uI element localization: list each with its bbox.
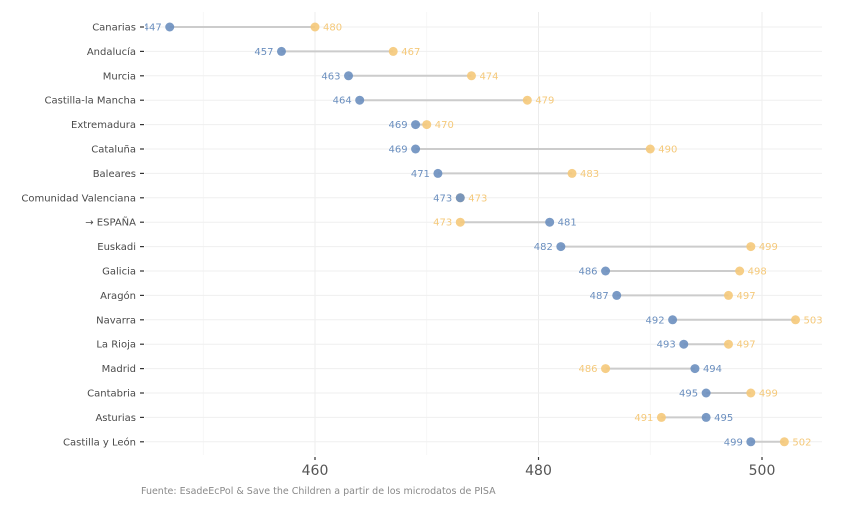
point-orange <box>723 339 733 349</box>
point-blue <box>344 71 354 81</box>
value-label-orange: 499 <box>759 242 778 253</box>
point-orange <box>310 22 320 32</box>
x-tick-label: 500 <box>749 463 776 479</box>
value-label-blue: 457 <box>254 47 273 58</box>
value-label-blue: 482 <box>534 242 553 253</box>
x-tick-label: 460 <box>302 463 329 479</box>
value-label-blue: 493 <box>657 340 676 351</box>
value-label-orange: 503 <box>804 315 823 326</box>
value-label-orange: 480 <box>323 23 342 34</box>
y-tick-label: Castilla-la Mancha <box>45 96 136 107</box>
value-label-orange: 473 <box>433 218 452 229</box>
y-tick-label: Castilla y León <box>63 436 136 448</box>
source-caption: Fuente: EsadeEcPol & Save the Children a… <box>141 486 496 497</box>
value-label-orange: 474 <box>479 71 498 82</box>
point-blue <box>545 217 555 227</box>
point-orange <box>656 412 666 422</box>
y-tick-label: Cantabria <box>87 389 136 400</box>
marks: 447 480 457 467 463 474 464 479 469 470 469 490 471 4… <box>143 22 823 448</box>
point-blue <box>433 168 443 178</box>
y-tick-label: Cataluña <box>91 145 136 156</box>
value-label-orange: 497 <box>736 291 755 302</box>
value-label-orange: 486 <box>578 364 597 375</box>
point-orange <box>746 388 756 398</box>
value-label-orange: 479 <box>535 96 554 107</box>
y-tick-label: Aragón <box>100 290 136 302</box>
y-tick-label: Canarias <box>92 23 136 34</box>
point-blue <box>411 120 421 130</box>
value-label-blue: 487 <box>590 291 609 302</box>
y-tick-label: Euskadi <box>97 242 136 253</box>
x-tick-label: 480 <box>525 463 552 479</box>
point-blue <box>746 437 756 447</box>
point-orange <box>388 46 398 56</box>
y-tick-label: Extremadura <box>71 120 136 131</box>
point-orange <box>455 217 465 227</box>
value-label-orange: 499 <box>759 389 778 400</box>
y-tick-label: Murcia <box>103 71 136 82</box>
value-label-blue: 473 <box>433 193 452 204</box>
y-tick-label: Baleares <box>93 169 136 180</box>
point-orange <box>422 120 432 130</box>
point-orange <box>645 144 655 154</box>
point-orange <box>567 168 577 178</box>
value-label-orange: 473 <box>468 193 487 204</box>
value-label-orange: 470 <box>435 120 454 131</box>
y-tick-label: Comunidad Valenciana <box>21 193 136 204</box>
x-axis: 460 480 500 <box>302 457 776 479</box>
y-tick-label: Andalucía <box>87 46 136 58</box>
point-orange <box>791 315 801 325</box>
y-axis: Canarias Andalucía Murcia Castilla-la Manch… <box>21 23 144 448</box>
y-tick-label: Madrid <box>102 364 136 375</box>
value-label-orange: 502 <box>792 437 811 448</box>
value-label-orange: 491 <box>634 413 653 424</box>
y-tick-label: Asturias <box>95 413 136 424</box>
point-orange <box>735 266 745 276</box>
point-blue <box>455 193 465 203</box>
point-orange <box>601 364 611 374</box>
point-orange <box>746 242 756 252</box>
value-label-blue: 463 <box>321 71 340 82</box>
value-label-blue: 469 <box>388 145 407 156</box>
point-orange <box>466 71 476 81</box>
value-label-blue: 494 <box>703 364 722 375</box>
value-label-orange: 467 <box>401 47 420 58</box>
point-orange <box>522 95 532 105</box>
y-tick-label: La Rioja <box>96 340 136 351</box>
point-blue <box>701 412 711 422</box>
point-blue <box>355 95 365 105</box>
point-blue <box>556 242 566 252</box>
y-tick-label: Navarra <box>96 315 136 326</box>
value-label-blue: 499 <box>724 437 743 448</box>
point-blue <box>668 315 678 325</box>
point-blue <box>690 364 700 374</box>
value-label-blue: 469 <box>388 120 407 131</box>
point-blue <box>701 388 711 398</box>
value-label-blue: 495 <box>714 413 733 424</box>
y-tick-label: Galicia <box>102 267 136 278</box>
value-label-blue: 495 <box>679 389 698 400</box>
point-blue <box>612 290 622 300</box>
value-label-blue: 471 <box>411 169 430 180</box>
value-label-blue: 481 <box>558 218 577 229</box>
point-blue <box>411 144 421 154</box>
point-blue <box>165 22 175 32</box>
value-label-orange: 483 <box>580 169 599 180</box>
y-tick-label: → ESPAÑA <box>85 216 136 229</box>
point-blue <box>276 46 286 56</box>
value-label-blue: 492 <box>646 315 665 326</box>
point-orange <box>723 290 733 300</box>
value-label-orange: 497 <box>736 340 755 351</box>
value-label-orange: 498 <box>748 267 767 278</box>
value-label-blue: 486 <box>578 267 597 278</box>
value-label-blue: 464 <box>333 96 352 107</box>
point-blue <box>679 339 689 349</box>
point-orange <box>779 437 789 447</box>
value-label-orange: 490 <box>658 145 677 156</box>
value-label-blue: 447 <box>143 23 162 34</box>
point-blue <box>601 266 611 276</box>
